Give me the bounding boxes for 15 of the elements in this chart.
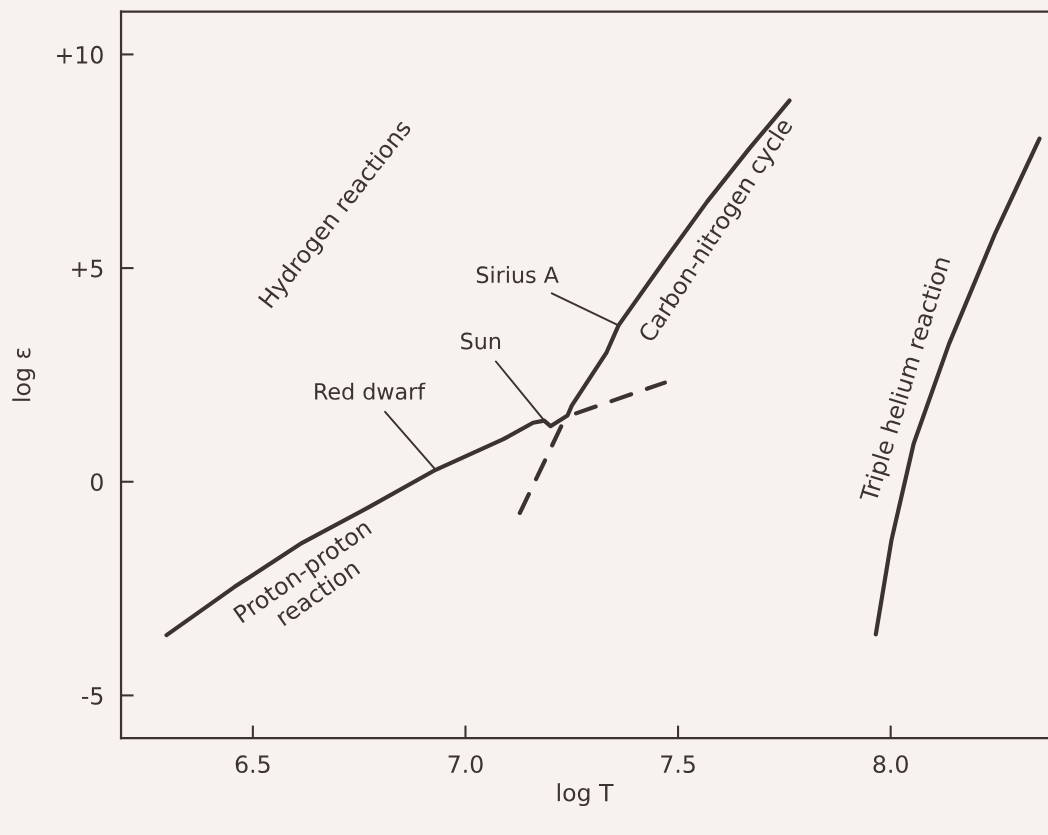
y-tick-label: +5 [72, 259, 103, 278]
annotation: Triple helium reaction [858, 255, 955, 505]
annotation: Sirius A [476, 265, 559, 284]
x-tick-label: 7.0 [448, 755, 483, 774]
line-series [164, 98, 792, 638]
y-tick-label: +10 [57, 45, 103, 64]
x-axis-title: log T [557, 783, 614, 807]
annotation: Red dwarf [315, 382, 426, 400]
x-tick-label: 7.5 [661, 755, 695, 774]
x-tick-label: 6.5 [235, 755, 270, 774]
y-tick-label: -5 [81, 687, 103, 705]
y-tick-label: 0 [90, 473, 103, 492]
annotation: Sun [461, 332, 501, 350]
y-axis-title: log ε [12, 348, 36, 401]
x-tick-label: 8.0 [873, 755, 908, 774]
